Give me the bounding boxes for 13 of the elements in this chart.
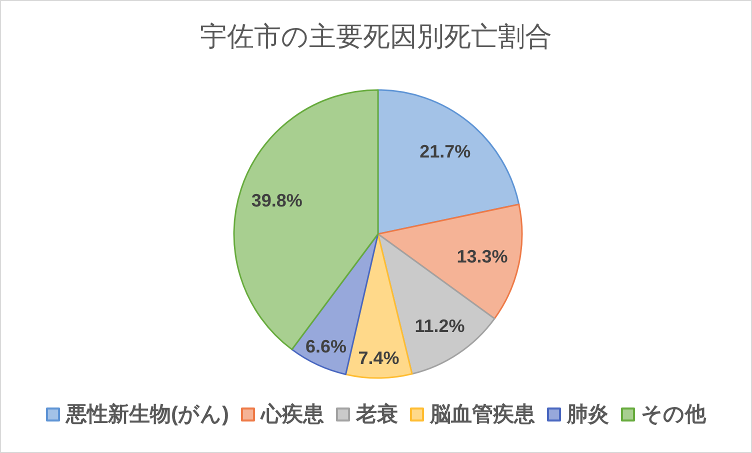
legend-label: その他 bbox=[640, 403, 707, 426]
legend-label: 脳血管疾患 bbox=[428, 402, 536, 426]
data-label: 39.8% bbox=[251, 190, 302, 210]
legend-label: 老衰 bbox=[354, 402, 398, 426]
chart-title: 宇佐市の主要死因別死亡割合 bbox=[200, 22, 552, 52]
data-label: 13.3% bbox=[456, 246, 508, 266]
data-label: 21.7% bbox=[420, 141, 471, 162]
data-label: 11.2% bbox=[414, 316, 465, 336]
data-label: 7.4% bbox=[358, 348, 400, 368]
legend-label: 肺炎 bbox=[566, 403, 609, 426]
legend-label: 悪性新生物(がん) bbox=[65, 402, 230, 426]
legend-label: 心疾患 bbox=[260, 402, 325, 426]
data-label: 6.6% bbox=[305, 336, 346, 356]
